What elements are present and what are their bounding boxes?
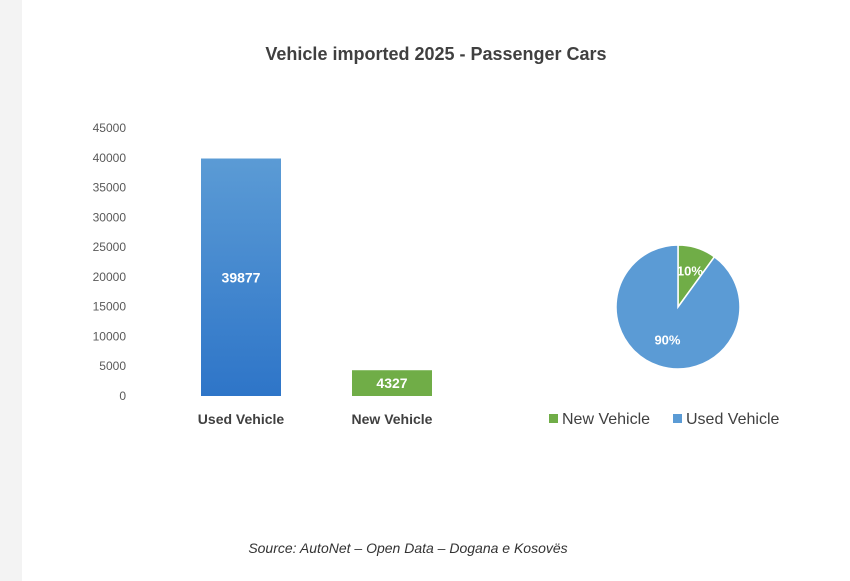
- y-tick-label: 0: [119, 389, 126, 403]
- bar: [201, 158, 281, 396]
- chart-title: Vehicle imported 2025 - Passenger Cars: [265, 44, 607, 64]
- chart-page: Vehicle imported 2025 - Passenger Cars 0…: [22, 0, 850, 581]
- pie-chart: 10% 90% New Vehicle Used Vehicle: [549, 244, 779, 428]
- bar: [352, 370, 432, 396]
- y-tick-label: 25000: [93, 240, 127, 254]
- x-category-label: New Vehicle: [352, 411, 433, 427]
- legend-label: New Vehicle: [562, 411, 650, 428]
- chart-canvas: 0 5000 10000 15000 20000 25000 30000 35000 40000…: [93, 121, 780, 428]
- legend-swatch: [673, 414, 682, 423]
- legend-swatch: [549, 414, 558, 423]
- y-tick-label: 35000: [93, 181, 127, 195]
- y-tick-label: 5000: [99, 359, 126, 373]
- y-tick-label: 10000: [93, 329, 127, 343]
- pie-data-label: 10%: [677, 263, 703, 278]
- legend-label: Used Vehicle: [686, 411, 779, 428]
- y-tick-label: 15000: [93, 300, 127, 314]
- source-note: Source: AutoNet – Open Data – Dogana e K…: [248, 540, 568, 556]
- bar-data-label: 4327: [376, 375, 407, 391]
- y-tick-label: 20000: [93, 270, 127, 284]
- y-tick-label: 45000: [93, 121, 127, 135]
- pie-data-label: 90%: [654, 332, 680, 347]
- bar-data-label: 39877: [222, 269, 261, 285]
- bar-chart: 0 5000 10000 15000 20000 25000 30000 35000 40000…: [93, 121, 433, 427]
- y-tick-label: 30000: [93, 210, 127, 224]
- x-category-label: Used Vehicle: [198, 411, 285, 427]
- y-tick-label: 40000: [93, 151, 127, 165]
- pie-slice: [615, 244, 741, 370]
